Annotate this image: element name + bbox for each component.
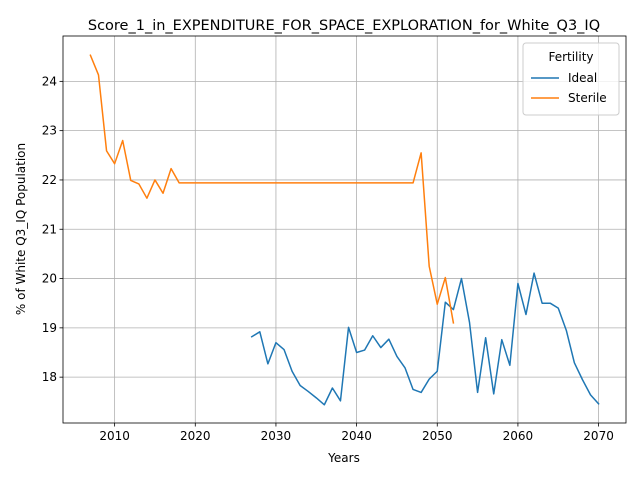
y-tick-label: 22 (42, 173, 57, 187)
grid (63, 36, 626, 423)
y-tick-label: 20 (42, 272, 57, 286)
legend: Fertility Ideal Sterile (522, 42, 620, 116)
y-tick-label: 18 (42, 370, 57, 384)
y-tick-label: 24 (42, 74, 57, 88)
y-axis: 18 19 20 21 22 23 24 (42, 74, 63, 384)
legend-box (522, 42, 620, 116)
series-line-ideal (250, 272, 600, 406)
x-tick-label: 2030 (261, 429, 292, 443)
legend-label-sterile: Sterile (568, 91, 607, 105)
chart-title: Score_1_in_EXPENDITURE_FOR_SPACE_EXPLORA… (88, 18, 600, 34)
y-tick-label: 23 (42, 124, 57, 138)
series-line-sterile (89, 54, 455, 324)
x-tick-label: 2070 (583, 429, 614, 443)
legend-label-ideal: Ideal (568, 71, 597, 85)
x-tick-label: 2060 (503, 429, 534, 443)
y-tick-label: 21 (42, 222, 57, 236)
x-axis: 2010 2020 2030 2040 2050 2060 2070 (99, 423, 614, 443)
x-axis-label: Years (327, 451, 360, 465)
x-tick-label: 2050 (422, 429, 453, 443)
series-layer (89, 54, 600, 406)
x-tick-label: 2040 (341, 429, 372, 443)
x-tick-label: 2010 (99, 429, 130, 443)
y-axis-label: % of White Q3_IQ Population (14, 143, 28, 315)
legend-title: Fertility (548, 50, 593, 64)
x-tick-label: 2020 (180, 429, 211, 443)
y-tick-label: 19 (42, 321, 57, 335)
